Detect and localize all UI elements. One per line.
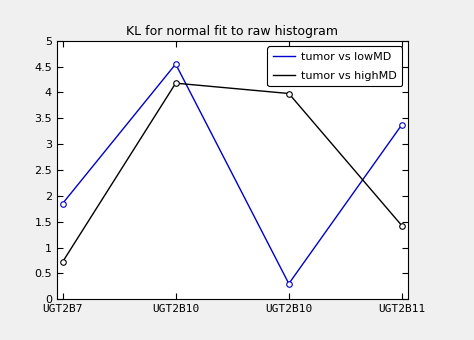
tumor vs highMD	[60, 260, 65, 264]
Line: tumor vs lowMD: tumor vs lowMD	[60, 61, 405, 287]
Line: tumor vs highMD: tumor vs highMD	[60, 80, 405, 265]
tumor vs highMD	[173, 81, 179, 85]
tumor vs highMD	[399, 224, 405, 228]
tumor vs highMD	[286, 91, 292, 96]
Title: KL for normal fit to raw histogram: KL for normal fit to raw histogram	[126, 25, 338, 38]
tumor vs lowMD	[286, 282, 292, 286]
tumor vs lowMD	[399, 122, 405, 126]
tumor vs lowMD	[173, 62, 179, 66]
tumor vs lowMD	[60, 202, 65, 206]
Legend: tumor vs lowMD, tumor vs highMD: tumor vs lowMD, tumor vs highMD	[267, 46, 402, 86]
